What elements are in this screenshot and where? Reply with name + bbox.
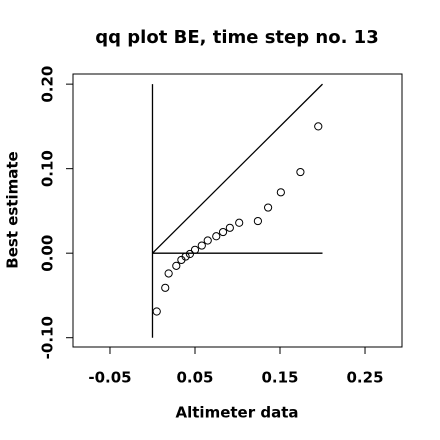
point bbox=[314, 122, 323, 131]
y-axis-label: Best estimate bbox=[4, 151, 22, 268]
point bbox=[152, 307, 161, 316]
plot-frame bbox=[72, 73, 403, 348]
point bbox=[276, 188, 285, 197]
point bbox=[185, 249, 194, 259]
chart-title: qq plot BE, time step no. 13 bbox=[95, 27, 378, 48]
x-tick-label: 0.05 bbox=[176, 369, 213, 387]
point bbox=[164, 269, 173, 278]
point bbox=[212, 232, 221, 241]
y-tick-label: 0.20 bbox=[39, 66, 57, 103]
x-tick-label: 0.15 bbox=[261, 369, 298, 387]
point bbox=[296, 167, 305, 177]
x-tick-label: -0.05 bbox=[88, 369, 131, 387]
point bbox=[203, 236, 212, 245]
point bbox=[235, 218, 244, 227]
point bbox=[218, 227, 228, 237]
x-tick-label: 0.25 bbox=[347, 369, 384, 387]
y-tick-label: -0.10 bbox=[39, 316, 57, 359]
reference-line bbox=[152, 83, 323, 254]
y-tick-label: 0.00 bbox=[39, 235, 57, 272]
point bbox=[197, 241, 206, 250]
point bbox=[264, 203, 273, 212]
point bbox=[181, 252, 190, 261]
point bbox=[190, 245, 200, 254]
y-tick-label: 0.10 bbox=[39, 150, 57, 187]
point bbox=[172, 261, 181, 270]
x-axis-label: Altimeter data bbox=[176, 404, 299, 422]
point bbox=[253, 216, 263, 226]
point bbox=[161, 283, 170, 292]
point bbox=[225, 223, 234, 232]
